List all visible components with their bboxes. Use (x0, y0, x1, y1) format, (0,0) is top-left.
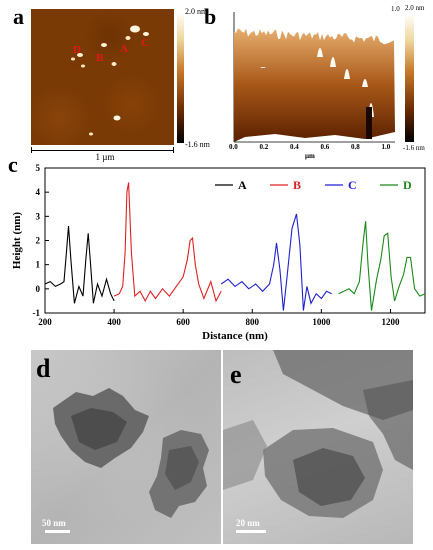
tem-image-d (31, 350, 221, 544)
tem-flake-large-inner (71, 408, 127, 450)
colorbar-b-max: 2.0 nm (405, 4, 425, 12)
x-tick-label: 600 (176, 317, 190, 327)
tem-sheet-right (363, 380, 413, 470)
scale-bar-a-tick-left (31, 147, 32, 153)
series-line-d (338, 221, 426, 311)
panel-b-x-tick-label: 0.8 (351, 143, 360, 151)
x-tick-label: 1000 (312, 317, 331, 327)
x-tick-label: 800 (246, 317, 260, 327)
scale-label-d: 50 nm (42, 518, 66, 528)
scale-label-e: 20 nm (236, 518, 260, 528)
y-tick-label: 4 (36, 187, 41, 197)
y-tick-label: 0 (36, 284, 41, 294)
y-tick-label: 1 (36, 260, 41, 270)
afm-particle (81, 64, 85, 68)
panel-label-c: c (8, 152, 18, 177)
afm-particle (130, 25, 140, 33)
y-tick-label: 3 (36, 211, 41, 221)
scale-bar-e (236, 530, 266, 533)
afm-particle (125, 36, 131, 40)
height-profile-chart: 200 400 600 800 1000 1200 -1 0 1 2 3 4 5 Distance (nm… (11, 163, 426, 342)
afm-2d-image: C A D B (31, 9, 174, 145)
afm-particle (89, 132, 93, 136)
panel-label-d: d (36, 354, 51, 383)
tem-sheet-left (223, 420, 267, 490)
x-tick-label: 200 (38, 317, 52, 327)
chart-frame (44, 167, 426, 314)
panel-b-x-tick-label: 0.2 (259, 143, 269, 151)
afm-marker-b: B (96, 52, 104, 64)
y-axis-label: Height (nm) (11, 212, 23, 269)
panel-b-x-tick-label: 0.6 (320, 143, 330, 151)
panel-label-e: e (230, 360, 242, 389)
afm-3d-spike (344, 69, 350, 79)
afm-3d-spike (260, 67, 266, 68)
afm-marker-a: A (120, 43, 128, 55)
legend-label-d: D (403, 178, 412, 192)
series-line-c (220, 213, 332, 311)
colorbar-b (405, 14, 414, 142)
panel-b-x-unit: µm (305, 152, 315, 160)
scale-bar-d (45, 530, 70, 533)
tem-image-e (223, 350, 413, 544)
colorbar-a-min: -1.6 nm (185, 140, 210, 149)
y-tick-label: 5 (36, 163, 41, 173)
afm-particle (113, 115, 121, 121)
scale-label-a: 1 µm (95, 152, 115, 162)
scale-bar-a (31, 150, 174, 151)
legend-label-c: C (348, 178, 357, 192)
x-axis-label: Distance (nm) (202, 330, 268, 342)
x-tick-label: 400 (107, 317, 121, 327)
y-tick-label: -1 (33, 308, 41, 318)
series-line-b (113, 182, 222, 303)
panel-label-a: a (13, 4, 24, 29)
afm-3d-surface (234, 27, 395, 142)
panel-b-x-tick-label: 1.0 (381, 143, 391, 151)
legend-label-a: A (238, 178, 247, 192)
afm-particle (111, 62, 117, 66)
y-tick-label: 2 (36, 236, 41, 246)
afm-3d-pit (366, 107, 372, 139)
tem-sheet-center-dark (293, 448, 365, 506)
panel-b-x-tick-label: 0.4 (290, 143, 299, 151)
legend-label-b: B (293, 178, 301, 192)
series-line-a (44, 225, 115, 304)
afm-3d-image (233, 12, 395, 143)
afm-particle (77, 53, 83, 57)
afm-3d-spike (362, 79, 368, 87)
afm-marker-d: D (73, 44, 81, 56)
afm-particle (101, 43, 107, 47)
colorbar-b-min: -1.6 nm (403, 144, 425, 152)
afm-3d-spike (330, 57, 336, 67)
colorbar-a (177, 12, 184, 143)
x-tick-label: 1200 (381, 317, 400, 327)
colorbar-b-top-tick: 1.0 (391, 5, 400, 13)
colorbar-a-max: 2.0 nm (185, 7, 208, 16)
afm-particle (143, 32, 149, 36)
afm-marker-c: C (141, 37, 149, 49)
panel-label-b: b (204, 4, 217, 29)
afm-3d-spike (317, 48, 323, 57)
tem-flake-small-inner (165, 446, 199, 490)
scale-bar-a-tick-right (173, 147, 174, 153)
panel-b-x-tick-label: 0.0 (229, 143, 238, 151)
afm-particle (71, 57, 75, 61)
